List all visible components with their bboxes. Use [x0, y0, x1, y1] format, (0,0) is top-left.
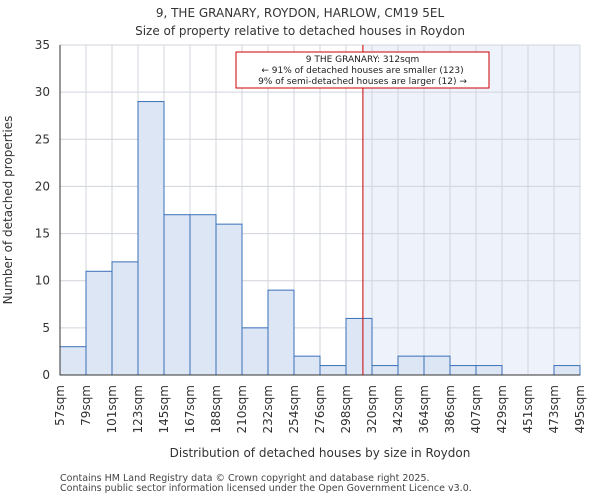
- x-tick-label: 386sqm: [443, 385, 457, 433]
- bar: [345, 317, 373, 376]
- x-tick-label: 451sqm: [521, 385, 535, 433]
- bar: [423, 355, 451, 376]
- x-tick-label: 429sqm: [495, 385, 509, 433]
- bar: [137, 101, 165, 376]
- y-axis-title: Number of detached properties: [1, 116, 15, 305]
- x-tick-label: 123sqm: [131, 385, 145, 433]
- bar: [319, 365, 347, 376]
- x-tick-label: 232sqm: [261, 385, 275, 433]
- y-tick-label: 25: [35, 132, 50, 146]
- x-tick-label: 145sqm: [157, 385, 171, 433]
- x-tick-label: 364sqm: [417, 385, 431, 433]
- x-tick-label: 79sqm: [79, 385, 93, 426]
- y-tick-label: 15: [35, 227, 50, 241]
- annotation-line-1: 9 THE GRANARY: 312sqm: [306, 55, 420, 65]
- bar: [111, 261, 139, 376]
- y-tick-label: 0: [42, 368, 50, 382]
- bar: [553, 365, 581, 376]
- bar: [163, 214, 191, 376]
- y-tick-label: 5: [42, 321, 50, 335]
- x-tick-label: 320sqm: [365, 385, 379, 433]
- y-tick-label: 35: [35, 38, 50, 52]
- annotation-line-3: 9% of semi-detached houses are larger (1…: [258, 77, 467, 87]
- footer-line-1: Contains HM Land Registry data © Crown c…: [60, 473, 430, 484]
- bar: [371, 365, 399, 376]
- footer-line-2: Contains public sector information licen…: [60, 483, 472, 494]
- chart-subtitle: Size of property relative to detached ho…: [135, 24, 465, 38]
- bar: [293, 355, 321, 376]
- x-tick-label: 188sqm: [209, 385, 223, 433]
- x-tick-label: 210sqm: [235, 385, 249, 433]
- x-tick-label: 276sqm: [313, 385, 327, 433]
- x-tick-label: 57sqm: [53, 385, 67, 426]
- x-axis-title: Distribution of detached houses by size …: [170, 446, 471, 460]
- bar: [59, 346, 87, 376]
- y-tick-label: 10: [35, 274, 50, 288]
- annotation-line-2: ← 91% of detached houses are smaller (12…: [261, 66, 463, 76]
- x-tick-label: 407sqm: [469, 385, 483, 433]
- bar: [267, 289, 295, 376]
- x-tick-label: 473sqm: [547, 385, 561, 433]
- bar: [189, 214, 217, 376]
- x-tick-label: 101sqm: [105, 385, 119, 433]
- annotation-box: [235, 51, 490, 89]
- x-tick-label: 495sqm: [573, 385, 587, 433]
- x-tick-label: 298sqm: [339, 385, 353, 433]
- bar: [85, 270, 113, 376]
- y-tick-label: 30: [35, 85, 50, 99]
- x-tick-label: 254sqm: [287, 385, 301, 433]
- bar: [449, 365, 477, 376]
- x-tick-label: 342sqm: [391, 385, 405, 433]
- bar: [215, 223, 243, 376]
- larger-region-shade: [362, 45, 580, 375]
- bar: [397, 355, 425, 376]
- bar: [241, 327, 269, 376]
- x-tick-label: 167sqm: [183, 385, 197, 433]
- chart-title: 9, THE GRANARY, ROYDON, HARLOW, CM19 5EL: [155, 6, 445, 20]
- bar: [475, 365, 503, 376]
- y-tick-label: 20: [35, 179, 50, 193]
